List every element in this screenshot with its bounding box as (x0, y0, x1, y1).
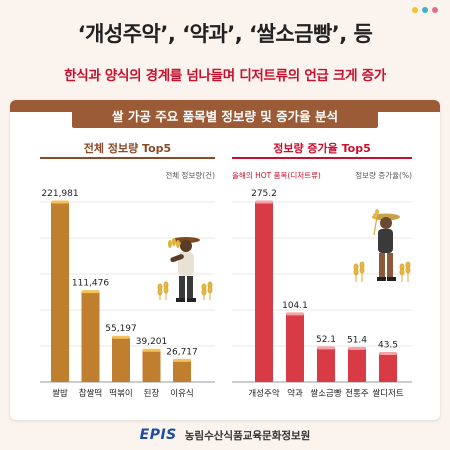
wheat-stalks-left-icon (157, 281, 213, 300)
left-unit-label: 전체 정보량(건) (165, 171, 215, 180)
category-label-3: 떡볶이 (109, 388, 132, 399)
bar-cap-5 (379, 352, 397, 356)
bar-3 (112, 337, 130, 382)
subline: 한식과 양식의 경계를 넘나들며 디저트류의 언급 크게 증가 (64, 68, 386, 84)
bar-cap-1 (255, 200, 273, 204)
left-title-underline (40, 157, 215, 159)
data-label-2: 111,476 (72, 279, 109, 289)
wheat-stalks-right-icon (353, 261, 411, 282)
data-label-4: 51.4 (347, 335, 367, 345)
bar-cap-4 (348, 346, 366, 350)
right-title-underline (232, 157, 412, 159)
organization-name: 농림수산식품교육문화정보원 (184, 429, 311, 442)
bar-4 (348, 348, 366, 382)
hot-label: 올해의 HOT 품목(디저트류) (232, 171, 321, 180)
footer: EPIS 농림수산식품교육문화정보원 (0, 420, 450, 450)
teal-dot (422, 7, 428, 13)
bar-2 (81, 291, 100, 382)
category-label-5: 쌀디저트 (372, 389, 403, 399)
bar-5 (173, 360, 191, 382)
left-chart-title: 전체 정보량 Top5 (83, 142, 172, 155)
category-label-1: 개성주악 (248, 388, 279, 399)
bar-cap-2 (286, 312, 304, 316)
category-label-2: 약과 (287, 388, 303, 399)
right-unit-label: 정보량 증가율(%) (355, 171, 412, 180)
section-banner: 쌀 가공 주요 품목별 정보량 및 증가율 분석 (72, 106, 378, 128)
category-label-4: 된장 (144, 388, 160, 399)
data-label-3: 55,197 (105, 324, 137, 334)
data-label-3: 52.1 (316, 335, 336, 345)
bar-cap-4 (142, 348, 161, 352)
bar-cap-2 (81, 290, 100, 294)
bar-cap-3 (317, 346, 335, 350)
bar-cap-1 (51, 200, 69, 204)
bar-cap-3 (112, 335, 130, 339)
left-panel: 전체 정보량 Top5 전체 정보량(건) (40, 140, 215, 410)
bar-4 (142, 350, 161, 382)
bar-cap-5 (173, 358, 191, 362)
data-label-1: 221,981 (41, 189, 78, 199)
category-label-5: 이유식 (170, 388, 193, 399)
category-label-2: 찹쌀떡 (79, 388, 102, 399)
right-chart: 275.2 개성주악 104.1 약과 52.1 쌀소금빵 51.4 전통주 43.5 쌀디저트 (248, 189, 403, 399)
category-label-1: 쌀밥 (52, 389, 68, 399)
category-label-3: 쌀소금빵 (310, 388, 341, 399)
bar-3 (317, 347, 335, 382)
bar-5 (379, 353, 397, 382)
bar-1 (51, 202, 69, 382)
data-label-4: 39,201 (136, 337, 168, 347)
data-label-2: 104.1 (282, 301, 308, 311)
data-label-5: 26,717 (166, 347, 198, 357)
farmer-right-icon (372, 209, 400, 281)
data-label-1: 275.2 (251, 189, 277, 199)
farmer-left-icon (168, 237, 200, 302)
window-dots (412, 7, 438, 13)
bar-2 (286, 313, 304, 382)
bar-1 (255, 202, 273, 382)
headline: ‘개성주악’, ‘약과’, ‘쌀소금빵’, 등 (77, 22, 373, 46)
right-panel: 정보량 증가율 Top5 올해의 HOT 품목(디저트류) 정보량 증가율(%) (232, 140, 412, 410)
epis-logo: EPIS (139, 427, 177, 443)
data-label-5: 43.5 (378, 341, 398, 351)
category-label-4: 전통주 (345, 388, 369, 399)
yellow-dot (412, 7, 418, 13)
left-chart: 221,981 쌀밥 111,476 찹쌀떡 55,197 떡볶이 39,201 된장 26,7… (41, 189, 197, 399)
pink-dot (432, 7, 438, 13)
right-chart-title: 정보량 증가율 Top5 (273, 142, 371, 155)
